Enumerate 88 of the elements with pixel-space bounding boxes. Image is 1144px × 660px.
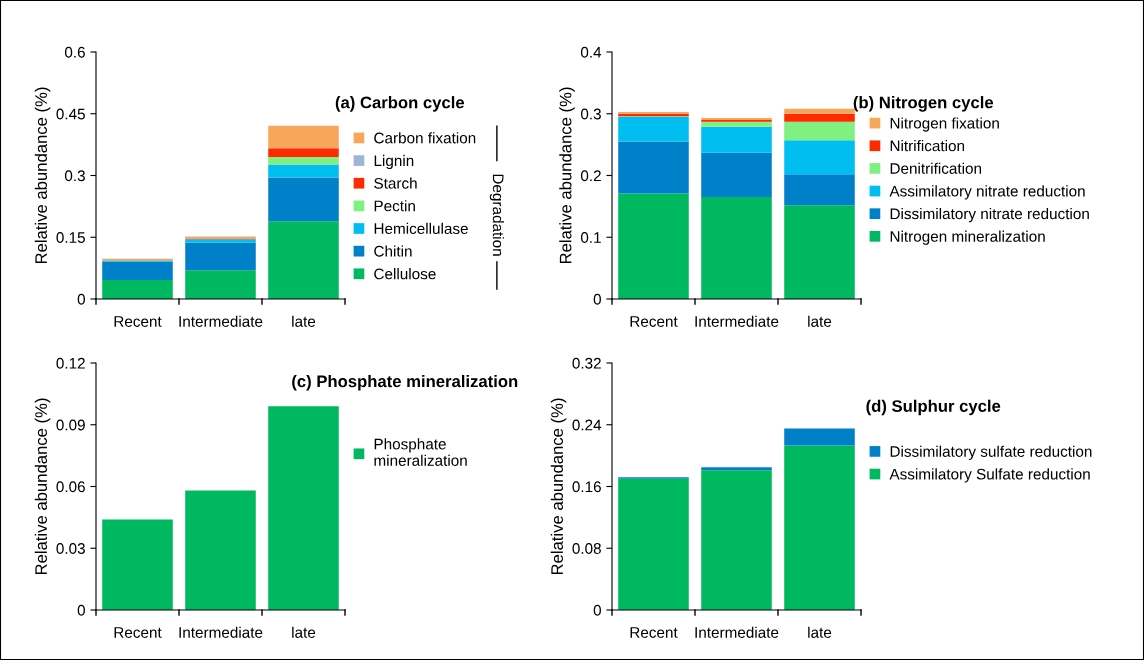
bar — [618, 116, 689, 142]
x-tick-label: Intermediate — [179, 315, 263, 327]
bar — [701, 152, 772, 198]
legend-label: Carbon fixation — [374, 132, 476, 144]
bar — [784, 205, 855, 299]
y-tick-label: 0.45 — [56, 108, 85, 120]
y-tick-label: 0.15 — [56, 232, 85, 243]
y-tick-label: 0.12 — [56, 357, 85, 369]
bar — [784, 174, 855, 206]
text: (b) Nitrogen cycle — [853, 96, 994, 112]
y-tick-label: 0 — [593, 604, 601, 616]
bar — [268, 221, 339, 299]
bar — [784, 445, 855, 610]
legend-label: Dissimilatory sulfate reduction — [890, 445, 1092, 460]
bar — [701, 470, 772, 610]
bar — [102, 261, 173, 281]
text: (c) Phosphate mineralization — [292, 374, 518, 391]
x-tick-label: Recent — [114, 627, 162, 638]
y-tick-label: 0.3 — [580, 108, 601, 120]
y-tick-label: 0 — [77, 604, 85, 616]
y-tick-label: 0.16 — [572, 481, 601, 493]
legend-label: Assimilatory nitrate reduction — [889, 185, 1085, 200]
bar — [268, 148, 339, 157]
legend-label: Denitrification — [890, 162, 982, 174]
y-tick-label: 0.09 — [56, 419, 85, 431]
y-tick-label: 0.4 — [580, 46, 602, 58]
bar — [185, 270, 256, 299]
y-tick-label: 0.32 — [572, 357, 601, 369]
y-tick-label: 0.08 — [572, 543, 601, 554]
bar — [268, 406, 339, 610]
text: (a) Carbon cycle — [335, 96, 465, 112]
y-tick-label: 0 — [593, 293, 601, 305]
bar — [268, 125, 339, 149]
text: Degradation — [489, 174, 505, 256]
x-tick-label: Intermediate — [695, 626, 779, 638]
y-axis-title: Relative abundance (%) — [550, 398, 567, 575]
y-tick-label: 0.1 — [580, 232, 601, 243]
legend-label: Assimilatory Sulfate reduction — [889, 468, 1090, 483]
x-tick-label: late — [292, 626, 316, 638]
bar — [618, 478, 689, 610]
legend-label: Nitrogen mineralization — [890, 230, 1045, 245]
y-tick-label: 0.6 — [64, 46, 85, 58]
y-tick-label: 0.06 — [56, 481, 85, 493]
y-tick-label: 0.3 — [64, 170, 85, 182]
legend-label: Dissimilatory nitrate reduction — [890, 207, 1089, 223]
bar — [784, 140, 855, 175]
x-tick-label: late — [808, 315, 832, 327]
legend-label: Lignin — [374, 154, 414, 170]
bar — [185, 242, 256, 271]
text: (d) Sulphur cycle — [866, 399, 1001, 416]
bar — [784, 428, 855, 446]
x-tick-label: Recent — [630, 316, 678, 327]
y-tick-label: 0.2 — [580, 170, 601, 182]
bar — [784, 121, 855, 141]
legend-label: Hemicellulase — [374, 222, 468, 235]
legend-label: Starch — [374, 177, 417, 189]
y-axis-title: Relative abundance (%) — [559, 87, 575, 264]
x-tick-label: Intermediate — [695, 315, 779, 327]
legend-label: Phosphate mineralization — [374, 438, 467, 466]
bar — [701, 467, 772, 471]
bar — [618, 193, 689, 299]
bar — [701, 121, 772, 127]
bar — [701, 197, 772, 299]
legend-label: Nitrification — [890, 140, 965, 152]
x-tick-label: Recent — [114, 316, 162, 327]
bar — [784, 108, 855, 114]
y-tick-label: 0.24 — [572, 419, 602, 431]
bar — [784, 113, 855, 122]
legend-label: Pectin — [374, 200, 415, 212]
bar — [102, 280, 173, 299]
y-tick-label: 0 — [77, 293, 85, 305]
bar — [102, 519, 173, 610]
legend-label: Nitrogen fixation — [890, 117, 999, 132]
bar — [268, 156, 339, 165]
y-tick-label: 0.03 — [56, 543, 85, 554]
bar — [618, 141, 689, 194]
legend-label: Cellulose — [374, 268, 436, 280]
x-tick-label: Recent — [630, 627, 678, 638]
y-axis-title: Relative abundance (%) — [34, 87, 51, 264]
bar — [268, 164, 339, 178]
bar — [185, 490, 256, 610]
x-tick-label: Intermediate — [179, 626, 263, 638]
x-tick-label: late — [292, 315, 316, 327]
y-axis-title: Relative abundance (%) — [34, 398, 51, 575]
x-tick-label: late — [808, 626, 832, 638]
bar — [701, 126, 772, 153]
legend-label: Chitin — [374, 245, 412, 257]
bar — [268, 177, 339, 222]
